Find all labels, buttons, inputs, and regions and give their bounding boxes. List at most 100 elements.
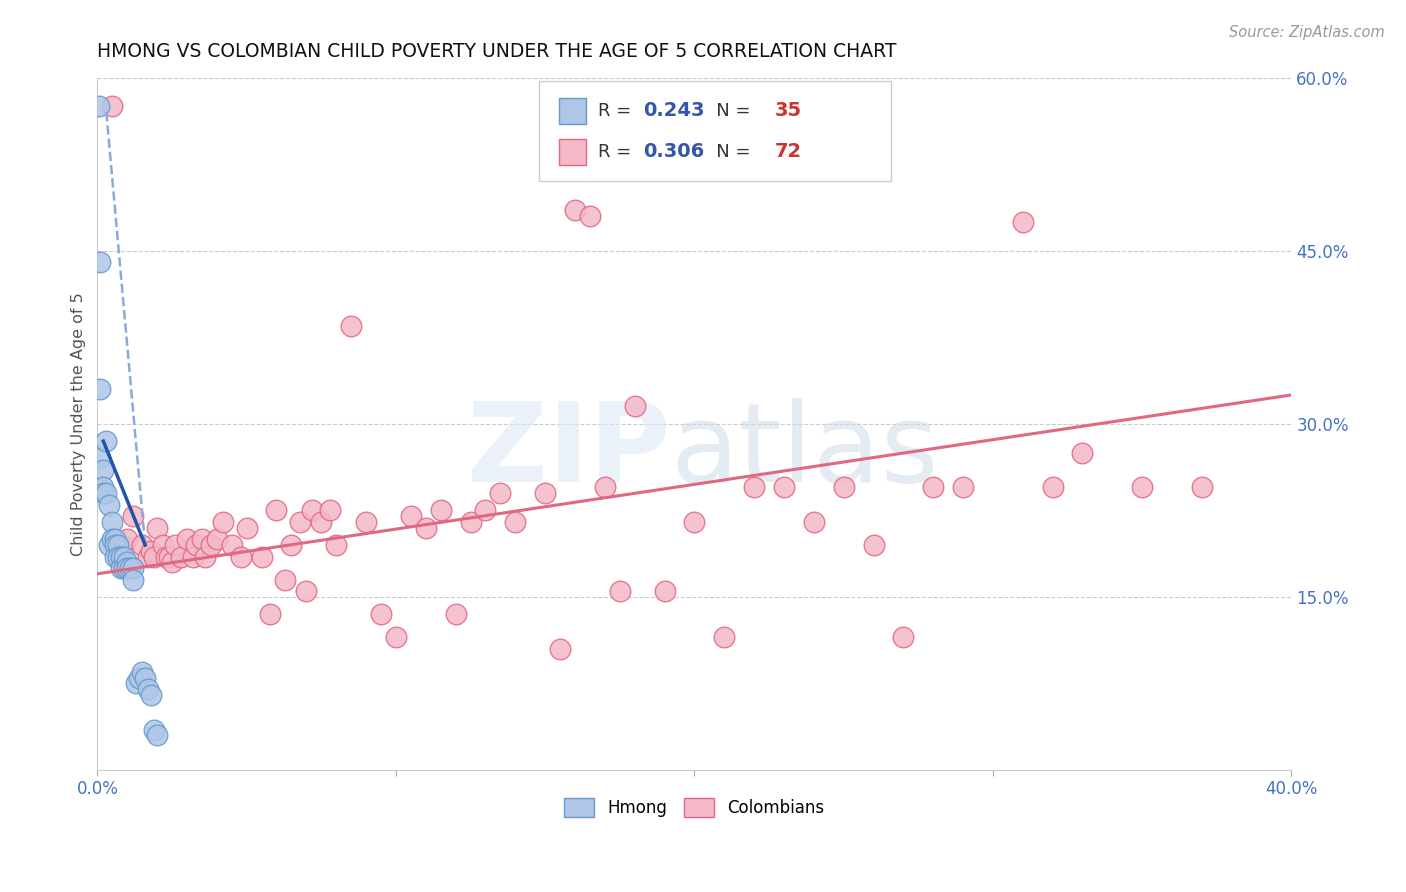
Point [91, 486, 114, 500]
Point [654, 584, 676, 599]
Point [155, 549, 177, 564]
Point [609, 584, 631, 599]
Point [1042, 480, 1064, 494]
Point [104, 538, 127, 552]
Point [564, 203, 586, 218]
Point [152, 538, 174, 552]
Point [235, 521, 257, 535]
Bar [560, 138, 586, 165]
Text: R =: R = [598, 143, 637, 161]
Point [160, 555, 183, 569]
Point [104, 549, 127, 564]
Point [181, 549, 204, 564]
Point [593, 480, 616, 494]
Point [122, 561, 145, 575]
Point [107, 549, 129, 564]
Point [319, 503, 342, 517]
Point [101, 532, 124, 546]
Point [87, 99, 110, 113]
Point [101, 99, 124, 113]
Point [131, 538, 153, 552]
Text: N =: N = [699, 102, 756, 120]
Point [91, 480, 114, 494]
Point [112, 549, 135, 564]
Point [112, 561, 135, 575]
Point [325, 538, 347, 552]
Point [211, 515, 233, 529]
Point [548, 641, 571, 656]
Point [143, 549, 166, 564]
Point [259, 607, 281, 622]
Text: ZIP: ZIP [467, 398, 671, 505]
Point [143, 723, 166, 737]
Point [122, 573, 145, 587]
Point [1011, 215, 1033, 229]
Text: 35: 35 [775, 101, 801, 120]
Point [134, 671, 156, 685]
Point [832, 480, 855, 494]
Bar [560, 97, 586, 124]
Legend: Hmong, Colombians: Hmong, Colombians [558, 791, 831, 824]
Point [922, 480, 945, 494]
Point [146, 728, 169, 742]
Point [309, 515, 332, 529]
Point [128, 671, 150, 685]
Point [115, 561, 138, 575]
Point [98, 538, 121, 552]
Point [370, 607, 392, 622]
Point [110, 561, 132, 575]
Point [340, 318, 363, 333]
Point [385, 630, 408, 644]
Point [191, 532, 214, 546]
Point [96, 434, 118, 449]
Point [683, 515, 706, 529]
Point [120, 561, 142, 575]
Point [474, 503, 496, 517]
Point [157, 549, 180, 564]
Point [415, 521, 437, 535]
Point [301, 503, 323, 517]
Point [115, 532, 138, 546]
Point [1191, 480, 1213, 494]
Point [280, 538, 302, 552]
Point [713, 630, 735, 644]
Text: Source: ZipAtlas.com: Source: ZipAtlas.com [1229, 25, 1385, 40]
Point [579, 209, 602, 223]
Point [399, 509, 422, 524]
Point [107, 538, 129, 552]
Point [205, 532, 228, 546]
Point [354, 515, 377, 529]
Point [200, 538, 222, 552]
Text: HMONG VS COLOMBIAN CHILD POVERTY UNDER THE AGE OF 5 CORRELATION CHART: HMONG VS COLOMBIAN CHILD POVERTY UNDER T… [97, 42, 897, 61]
Point [110, 549, 132, 564]
Text: atlas: atlas [671, 398, 939, 505]
Point [125, 676, 148, 690]
Point [489, 486, 512, 500]
Point [229, 549, 252, 564]
Point [194, 549, 217, 564]
Point [250, 549, 273, 564]
Point [274, 573, 297, 587]
Point [139, 543, 162, 558]
Point [429, 503, 451, 517]
Point [862, 538, 884, 552]
Point [98, 498, 121, 512]
Point [623, 400, 645, 414]
Text: R =: R = [598, 102, 637, 120]
Point [290, 515, 312, 529]
Point [1130, 480, 1153, 494]
Point [1071, 445, 1094, 459]
Point [503, 515, 526, 529]
Point [742, 480, 765, 494]
Point [146, 521, 169, 535]
Point [131, 665, 153, 679]
Point [295, 584, 318, 599]
Point [89, 382, 111, 396]
Point [893, 630, 915, 644]
Point [163, 538, 186, 552]
FancyBboxPatch shape [538, 81, 891, 181]
Point [176, 532, 198, 546]
Point [110, 538, 132, 552]
Point [136, 682, 159, 697]
Point [136, 549, 159, 564]
